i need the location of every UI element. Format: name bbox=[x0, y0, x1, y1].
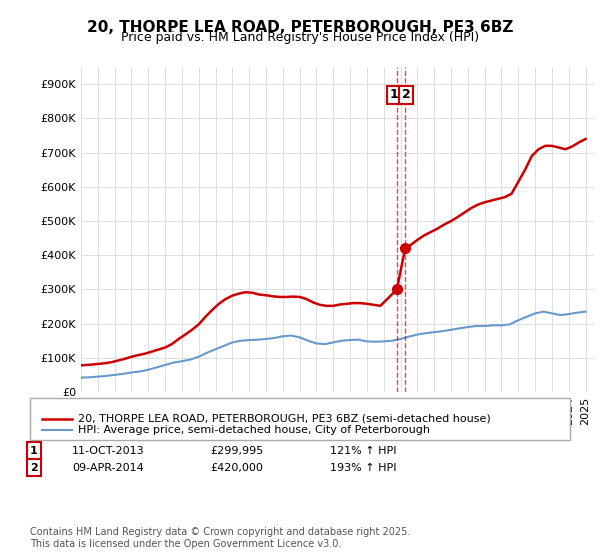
Text: 2: 2 bbox=[401, 88, 410, 101]
Text: Contains HM Land Registry data © Crown copyright and database right 2025.
This d: Contains HM Land Registry data © Crown c… bbox=[30, 527, 410, 549]
Text: HPI: Average price, semi-detached house, City of Peterborough: HPI: Average price, semi-detached house,… bbox=[78, 425, 430, 435]
Text: £299,995: £299,995 bbox=[210, 446, 263, 456]
Text: 193% ↑ HPI: 193% ↑ HPI bbox=[330, 463, 397, 473]
Text: 1: 1 bbox=[389, 88, 398, 101]
Text: 20, THORPE LEA ROAD, PETERBOROUGH, PE3 6BZ: 20, THORPE LEA ROAD, PETERBOROUGH, PE3 6… bbox=[87, 20, 513, 35]
Text: £420,000: £420,000 bbox=[210, 463, 263, 473]
Text: 1: 1 bbox=[30, 446, 38, 456]
Text: 09-APR-2014: 09-APR-2014 bbox=[72, 463, 144, 473]
Text: 20, THORPE LEA ROAD, PETERBOROUGH, PE3 6BZ (semi-detached house): 20, THORPE LEA ROAD, PETERBOROUGH, PE3 6… bbox=[78, 414, 491, 424]
Text: Price paid vs. HM Land Registry's House Price Index (HPI): Price paid vs. HM Land Registry's House … bbox=[121, 31, 479, 44]
Text: 2: 2 bbox=[30, 463, 38, 473]
Text: 11-OCT-2013: 11-OCT-2013 bbox=[72, 446, 145, 456]
Text: 121% ↑ HPI: 121% ↑ HPI bbox=[330, 446, 397, 456]
